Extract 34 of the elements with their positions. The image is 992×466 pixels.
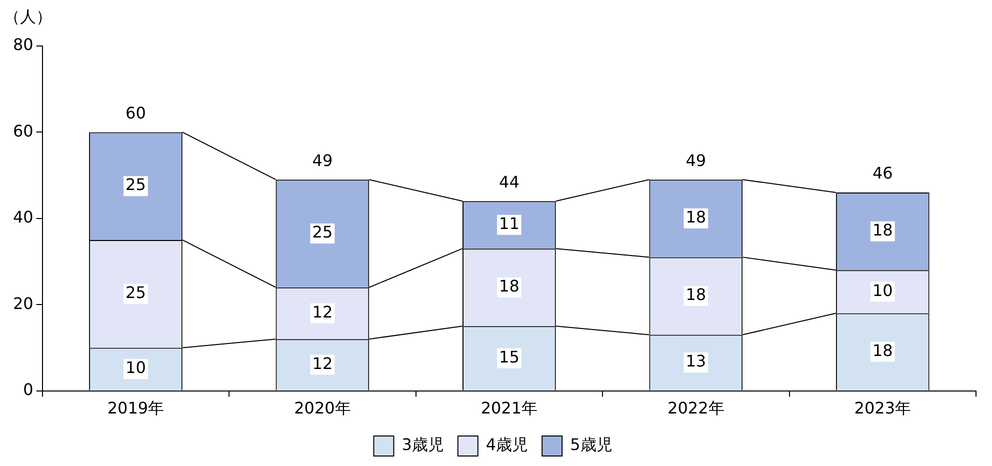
- data-label: 18: [872, 340, 893, 360]
- x-tick-label: 2021年: [480, 398, 538, 418]
- x-tick-label: 2022年: [668, 398, 724, 418]
- data-label: 25: [126, 282, 146, 302]
- x-tick-label: 2020年: [294, 398, 351, 418]
- total-label: 46: [872, 164, 893, 183]
- y-tick-label: 20: [13, 294, 34, 313]
- data-label: 18: [872, 220, 893, 240]
- data-label: 11: [499, 214, 520, 234]
- x-tick-label: 2023年: [854, 398, 911, 418]
- total-label: 60: [126, 103, 146, 122]
- data-label: 18: [686, 285, 706, 304]
- total-label: 49: [686, 150, 706, 170]
- y-tick-label: 60: [13, 121, 34, 140]
- legend-label: 5歳児: [570, 435, 612, 454]
- data-label: 18: [499, 276, 520, 296]
- x-tick-label: 2019年: [107, 398, 164, 418]
- data-label: 15: [499, 347, 520, 366]
- data-label: 13: [686, 352, 706, 371]
- data-label: 25: [312, 222, 333, 242]
- data-label: 25: [126, 175, 146, 194]
- y-tick-label: 0: [23, 380, 34, 399]
- data-label: 10: [872, 280, 893, 300]
- y-tick-label: 80: [13, 35, 34, 54]
- total-label: 49: [312, 150, 333, 170]
- data-label: 12: [312, 354, 333, 373]
- y-tick-label: 40: [13, 208, 34, 227]
- data-label: 18: [686, 208, 706, 227]
- y-axis-title: （人）: [4, 7, 52, 26]
- data-label: 10: [126, 358, 146, 378]
- legend-label: 3歳児: [402, 435, 444, 454]
- total-label: 44: [499, 172, 520, 192]
- data-label: 12: [312, 302, 333, 322]
- legend-label: 4歳児: [486, 435, 528, 454]
